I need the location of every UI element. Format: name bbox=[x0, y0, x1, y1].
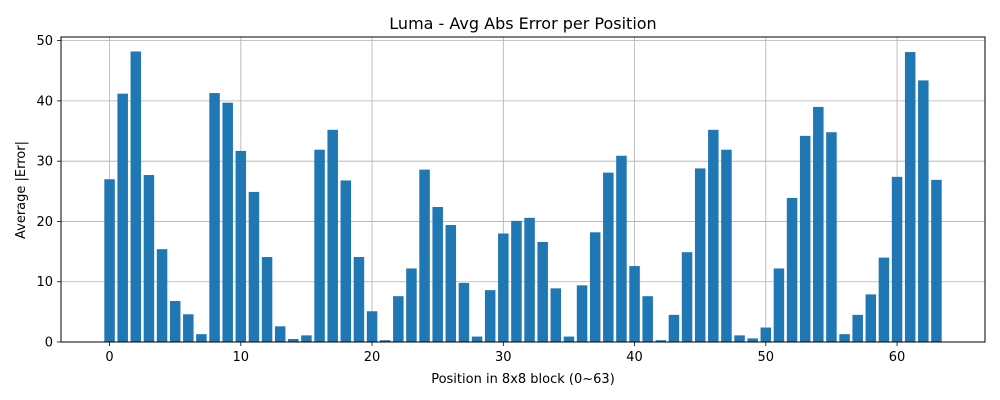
bar bbox=[655, 340, 667, 342]
y-tick-label: 0 bbox=[45, 336, 53, 351]
bar bbox=[445, 225, 457, 342]
x-tick-label: 0 bbox=[105, 350, 113, 365]
chart-title: Luma - Avg Abs Error per Position bbox=[389, 14, 656, 33]
bar bbox=[379, 340, 391, 342]
bar bbox=[865, 294, 877, 342]
bar bbox=[786, 197, 798, 342]
bar bbox=[589, 232, 601, 342]
bar bbox=[642, 296, 653, 342]
bar bbox=[406, 268, 417, 342]
bar bbox=[340, 180, 352, 342]
y-tick-label: 20 bbox=[36, 215, 53, 230]
bar bbox=[708, 129, 719, 342]
x-tick-label: 60 bbox=[889, 350, 906, 365]
bar bbox=[314, 149, 325, 342]
bar bbox=[839, 334, 850, 342]
plot-frame bbox=[60, 36, 986, 343]
bar bbox=[747, 338, 758, 342]
bar bbox=[852, 314, 863, 342]
bar bbox=[432, 206, 443, 342]
bar bbox=[248, 191, 260, 342]
bar bbox=[353, 257, 365, 342]
bar bbox=[694, 168, 706, 342]
bar bbox=[484, 290, 496, 342]
bar bbox=[104, 179, 115, 342]
bar bbox=[524, 217, 535, 342]
bars-layer bbox=[104, 51, 942, 343]
y-axis-label: Average |Error| bbox=[14, 141, 29, 239]
bar bbox=[235, 150, 247, 342]
y-tick-label: 50 bbox=[36, 34, 53, 49]
bar bbox=[537, 241, 548, 342]
bar bbox=[261, 257, 273, 342]
bar bbox=[550, 288, 562, 342]
x-tick-label: 30 bbox=[495, 350, 512, 365]
bar bbox=[130, 51, 142, 343]
bar bbox=[143, 175, 155, 342]
bar bbox=[471, 336, 483, 342]
bar bbox=[393, 296, 404, 342]
bar bbox=[458, 282, 470, 342]
bar bbox=[366, 311, 378, 342]
grid-layer bbox=[61, 37, 985, 343]
bar bbox=[931, 179, 942, 342]
bar bbox=[288, 338, 299, 342]
bar bbox=[629, 266, 640, 342]
bar bbox=[681, 252, 693, 342]
bar bbox=[616, 155, 627, 342]
bar bbox=[498, 233, 509, 342]
bar bbox=[156, 249, 168, 342]
bar bbox=[918, 80, 929, 343]
x-tick-label: 20 bbox=[364, 350, 381, 365]
bar bbox=[760, 327, 772, 342]
bar bbox=[799, 135, 811, 342]
bar bbox=[327, 129, 338, 342]
bar bbox=[603, 172, 614, 342]
x-tick-label: 40 bbox=[626, 350, 643, 365]
bar bbox=[563, 336, 575, 342]
bar bbox=[826, 132, 837, 342]
y-tick-label: 30 bbox=[36, 155, 53, 170]
x-tick-label: 10 bbox=[233, 350, 250, 365]
ticks-layer: 0 10 20 30 40 50 60 0 10 20 30 40 50 bbox=[36, 34, 905, 365]
bar bbox=[904, 52, 916, 343]
bar bbox=[891, 176, 903, 342]
bar bbox=[878, 257, 890, 342]
bar bbox=[511, 220, 522, 342]
bar bbox=[813, 106, 824, 342]
bar bbox=[222, 102, 233, 342]
bar bbox=[301, 335, 312, 342]
x-axis-label: Position in 8x8 block (0~63) bbox=[431, 372, 615, 387]
bar bbox=[169, 301, 181, 342]
bar bbox=[209, 93, 220, 342]
y-tick-label: 10 bbox=[36, 275, 53, 290]
bar bbox=[183, 314, 194, 342]
x-tick-label: 50 bbox=[758, 350, 775, 365]
bar bbox=[668, 314, 680, 342]
bar bbox=[734, 335, 745, 342]
bar bbox=[117, 93, 128, 342]
bar bbox=[773, 268, 785, 342]
bar bbox=[196, 334, 207, 342]
bar bbox=[274, 326, 286, 342]
bar bbox=[419, 169, 430, 342]
y-tick-label: 40 bbox=[36, 94, 53, 109]
bar bbox=[721, 149, 732, 342]
bar bbox=[576, 285, 588, 342]
